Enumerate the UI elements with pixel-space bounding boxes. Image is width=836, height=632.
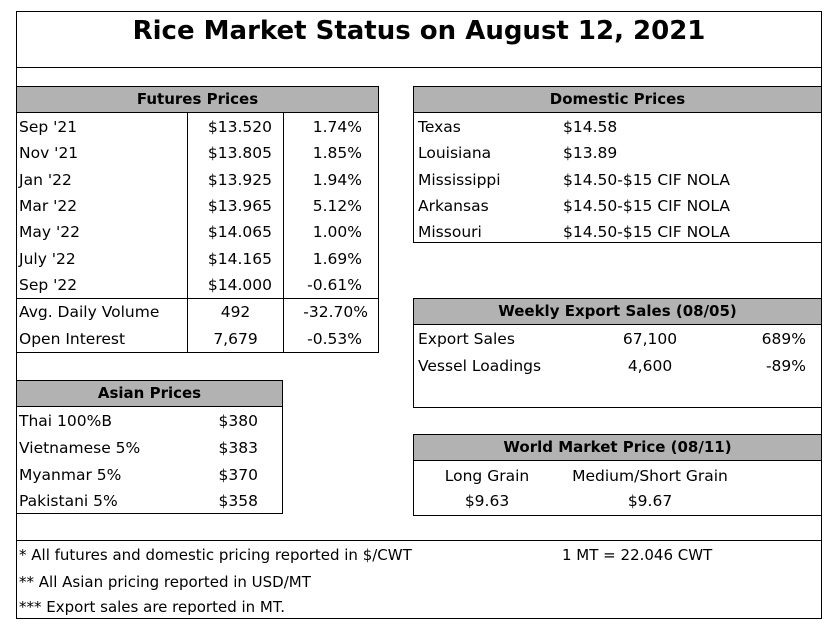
futures-month: Jan '22 bbox=[19, 171, 72, 189]
domestic-header: Domestic Prices bbox=[413, 86, 822, 113]
export-sales-change: 689% bbox=[761, 330, 806, 348]
futures-price: $13.520 bbox=[207, 118, 272, 136]
futures-col-divider bbox=[187, 112, 188, 353]
futures-month: May '22 bbox=[19, 223, 80, 241]
futures-change: 1.69% bbox=[312, 250, 362, 268]
domestic-state: Missouri bbox=[418, 223, 482, 241]
futures-row-divider bbox=[16, 298, 379, 299]
asian-price: $370 bbox=[218, 466, 258, 484]
futures-change: 1.85% bbox=[312, 144, 362, 162]
futures-change: 1.94% bbox=[312, 171, 362, 189]
asian-label: Vietnamese 5% bbox=[19, 439, 141, 457]
medium-grain-price: $9.67 bbox=[627, 492, 673, 510]
futures-month: Nov '21 bbox=[19, 144, 79, 162]
vessel-loadings-value: 4,600 bbox=[627, 357, 673, 375]
futures-month: Sep '21 bbox=[19, 118, 78, 136]
export-sales-label: Export Sales bbox=[418, 330, 515, 348]
domestic-state: Mississippi bbox=[418, 171, 501, 189]
open-interest-label: Open Interest bbox=[19, 330, 126, 348]
world-table bbox=[413, 460, 822, 516]
futures-header: Futures Prices bbox=[16, 86, 379, 113]
open-interest-value: 7,679 bbox=[213, 330, 258, 348]
futures-price: $13.805 bbox=[207, 144, 272, 162]
domestic-price: $14.50-$15 CIF NOLA bbox=[563, 171, 730, 189]
world-header: World Market Price (08/11) bbox=[413, 434, 822, 461]
asian-header: Asian Prices bbox=[16, 380, 283, 407]
futures-price: $13.925 bbox=[207, 171, 272, 189]
volume-label: Avg. Daily Volume bbox=[19, 303, 160, 321]
exports-table bbox=[413, 324, 822, 408]
asian-table bbox=[16, 406, 283, 514]
asian-price: $358 bbox=[218, 492, 258, 510]
futures-price: $13.965 bbox=[207, 197, 272, 215]
futures-month: Mar '22 bbox=[19, 197, 78, 215]
long-grain-price: $9.63 bbox=[464, 492, 510, 510]
page-title: Rice Market Status on August 12, 2021 bbox=[132, 16, 706, 46]
volume-value: 492 bbox=[220, 303, 251, 321]
note-asian-units: ** All Asian pricing reported in USD/MT bbox=[19, 573, 311, 591]
futures-price: $14.000 bbox=[207, 276, 272, 294]
note-export-units: *** Export sales are reported in MT. bbox=[19, 598, 286, 616]
domestic-state: Texas bbox=[418, 118, 461, 136]
domestic-price: $14.50-$15 CIF NOLA bbox=[563, 223, 730, 241]
asian-label: Thai 100%B bbox=[19, 412, 112, 430]
vessel-loadings-change: -89% bbox=[765, 357, 806, 375]
domestic-price: $14.58 bbox=[563, 118, 618, 136]
long-grain-label: Long Grain bbox=[444, 467, 530, 485]
asian-price: $383 bbox=[218, 439, 258, 457]
asian-label: Myanmar 5% bbox=[19, 466, 122, 484]
futures-price: $14.165 bbox=[207, 250, 272, 268]
futures-change: 5.12% bbox=[312, 197, 362, 215]
futures-month: Sep '22 bbox=[19, 276, 78, 294]
note-futures-units: * All futures and domestic pricing repor… bbox=[19, 546, 412, 564]
futures-table bbox=[16, 112, 379, 353]
export-sales-value: 67,100 bbox=[622, 330, 678, 348]
note-conversion: 1 MT = 22.046 CWT bbox=[562, 546, 713, 564]
title-divider bbox=[16, 67, 822, 68]
asian-label: Pakistani 5% bbox=[19, 492, 118, 510]
futures-change: 1.00% bbox=[312, 223, 362, 241]
volume-change: -32.70% bbox=[303, 303, 368, 321]
domestic-state: Louisiana bbox=[418, 144, 492, 162]
exports-header: Weekly Export Sales (08/05) bbox=[413, 298, 822, 325]
open-interest-change: -0.53% bbox=[307, 330, 362, 348]
futures-month: July '22 bbox=[19, 250, 76, 268]
notes-divider bbox=[16, 540, 822, 541]
domestic-price: $13.89 bbox=[563, 144, 618, 162]
domestic-state: Arkansas bbox=[418, 197, 489, 215]
futures-change: -0.61% bbox=[307, 276, 362, 294]
medium-grain-label: Medium/Short Grain bbox=[572, 467, 728, 485]
domestic-table bbox=[413, 112, 822, 243]
futures-change: 1.74% bbox=[312, 118, 362, 136]
vessel-loadings-label: Vessel Loadings bbox=[418, 357, 542, 375]
asian-price: $380 bbox=[218, 412, 258, 430]
futures-price: $14.065 bbox=[207, 223, 272, 241]
futures-col-divider bbox=[283, 112, 284, 353]
domestic-price: $14.50-$15 CIF NOLA bbox=[563, 197, 730, 215]
